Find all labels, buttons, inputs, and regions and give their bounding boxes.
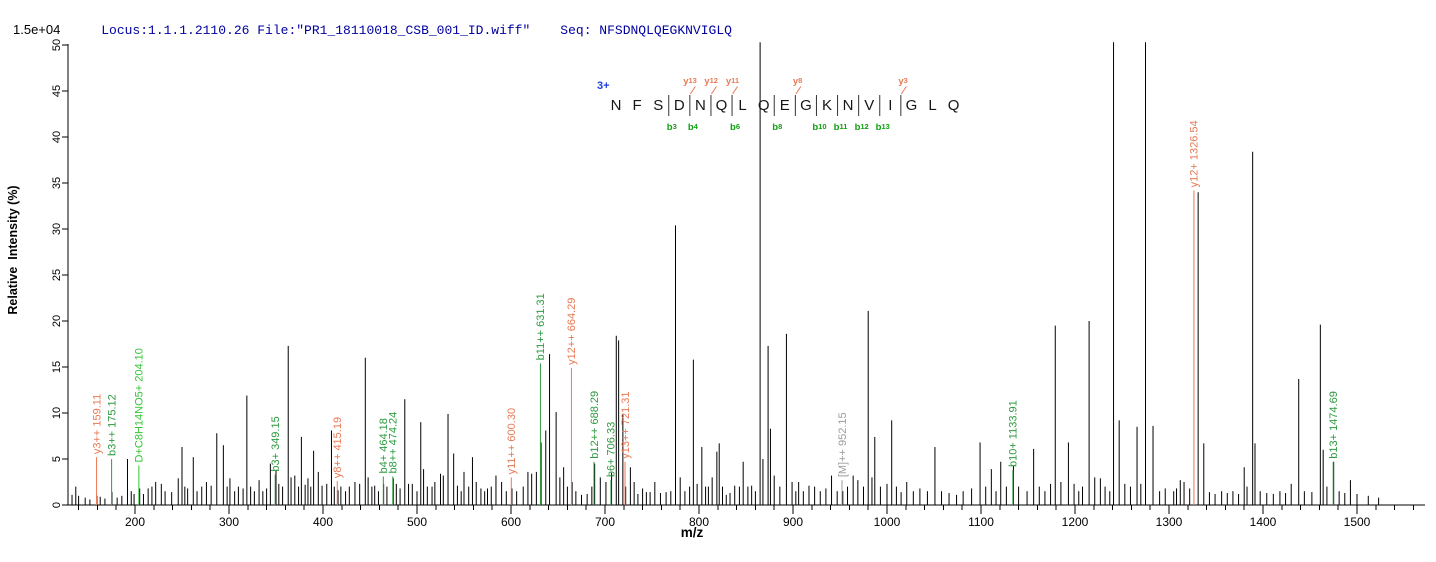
sequence-residue: S <box>653 97 663 114</box>
x-tick-label: 500 <box>407 515 427 529</box>
y-ion-marker-slash <box>711 86 717 95</box>
ion-annotation-label: b6+ 706.33 <box>606 422 618 477</box>
ion-annotation-label: b8++ 474.24 <box>388 412 400 474</box>
ion-annotation-label: b13+ 1474.69 <box>1328 391 1340 459</box>
sequence-residue: E <box>780 97 790 114</box>
y-ion-marker-slash <box>900 86 907 95</box>
x-tick-label: 600 <box>501 515 521 529</box>
y-tick-label: 10 <box>51 407 63 419</box>
x-tick-label: 1500 <box>1344 515 1371 529</box>
precursor-charge-label: 3+ <box>597 80 610 92</box>
ion-annotation-label: b11++ 631.31 <box>535 293 547 360</box>
y-tick-label: 5 <box>51 456 63 462</box>
y-tick-label: 15 <box>51 361 63 373</box>
y-ion-marker-slash <box>689 86 696 95</box>
ion-annotation-label: b3+ 349.15 <box>270 416 282 471</box>
sequence-residue: L <box>928 97 936 114</box>
y-tick-label: 30 <box>51 223 63 235</box>
y-tick-label: 0 <box>51 502 63 508</box>
x-tick-label: 400 <box>313 515 333 529</box>
sequence-text: Seq: NFSDNQLQEGKNVIGLQ <box>560 23 732 38</box>
ion-annotation-label: y8++ 415.19 <box>332 417 344 478</box>
y-tick-label: 35 <box>51 177 63 189</box>
x-tick-label: 1100 <box>968 515 994 529</box>
sequence-residue: L <box>738 97 746 114</box>
x-tick-label: 900 <box>783 515 803 529</box>
sequence-residue: Q <box>716 97 728 114</box>
b-ion-marker: b8 <box>772 122 782 133</box>
sequence-residue: F <box>633 97 642 114</box>
ion-annotation-label: b4+ 464.18 <box>378 418 390 473</box>
x-tick-label: 300 <box>219 515 239 529</box>
b-ion-marker: b3 <box>667 122 677 133</box>
b-ion-marker: b4 <box>688 122 699 133</box>
y-ion-marker-slash <box>732 86 738 95</box>
ion-annotation-label: y3++ 159.11 <box>91 394 103 454</box>
y-ion-marker: y8 <box>793 76 802 87</box>
sequence-residue: N <box>695 97 706 114</box>
x-tick-label: 1200 <box>1062 515 1089 529</box>
header-line: Locus:1.1.1.2110.26 File:"PR1_18110018_C… <box>70 8 732 53</box>
intensity-scale-label: 1.5e+04 <box>13 22 61 37</box>
b-ion-marker: b6 <box>730 122 740 133</box>
x-axis-title: m/z <box>680 525 704 540</box>
sequence-residue: I <box>888 97 892 114</box>
sequence-residue: G <box>906 97 918 114</box>
y-tick-label: 45 <box>51 85 63 97</box>
b-ion-marker: b10 <box>812 122 826 133</box>
sequence-residue: Q <box>758 97 770 114</box>
y-ion-marker: y13 <box>683 76 697 87</box>
sequence-residue: K <box>822 97 832 114</box>
b-ion-marker: b13 <box>876 122 890 133</box>
ion-annotation-label: y12+ 1326.54 <box>1189 120 1201 187</box>
ion-annotation-label: b12++ 688.29 <box>589 391 601 459</box>
y-tick-label: 50 <box>51 39 63 51</box>
ion-annotation-label: y13++ 721.31 <box>620 391 632 458</box>
sequence-residue: Q <box>948 97 960 114</box>
ion-annotation-label: [M]++ 952.15 <box>837 412 849 477</box>
ion-annotation-label: y11++ 600.30 <box>506 408 518 474</box>
ion-annotation-label: y12++ 664.29 <box>566 298 578 365</box>
y-tick-label: 40 <box>51 131 63 143</box>
sequence-residue: V <box>864 97 874 114</box>
y-ion-marker: y11 <box>726 76 739 87</box>
sequence-residue: N <box>843 97 854 114</box>
ion-annotation-label: D+C8H14NO5+ 204.10 <box>134 348 146 462</box>
x-tick-label: 1000 <box>874 515 901 529</box>
b-ion-marker: b11 <box>834 122 848 133</box>
sequence-residue: G <box>800 97 812 114</box>
x-tick-label: 1400 <box>1250 515 1277 529</box>
y-tick-label: 20 <box>51 315 63 327</box>
y-tick-label: 25 <box>51 269 63 281</box>
ion-annotation-label: b10+ 1133.91 <box>1008 400 1020 467</box>
locus-file-text: Locus:1.1.1.2110.26 File:"PR1_18110018_C… <box>101 23 531 38</box>
x-tick-label: 700 <box>595 515 615 529</box>
y-ion-marker: y12 <box>704 76 718 87</box>
b-ion-marker: b12 <box>855 122 869 133</box>
x-tick-label: 200 <box>125 515 145 529</box>
y-ion-marker-slash <box>795 86 802 95</box>
ion-annotation-label: b3++ 175.12 <box>106 394 118 456</box>
sequence-residue: D <box>674 97 685 114</box>
y-ion-marker: y3 <box>898 76 907 87</box>
sequence-residue: N <box>611 97 622 114</box>
x-tick-label: 800 <box>689 515 709 529</box>
x-tick-label: 1300 <box>1156 515 1183 529</box>
